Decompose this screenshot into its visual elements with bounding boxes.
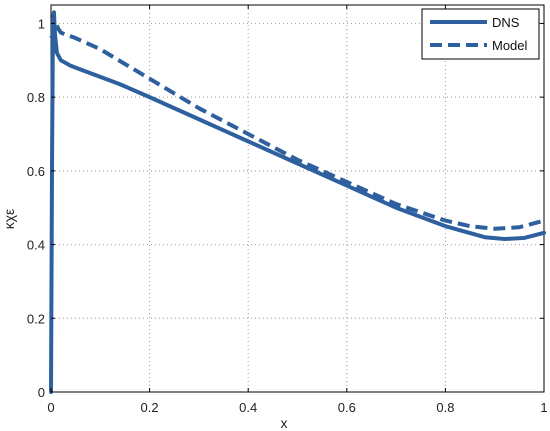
x-tick-label: 0.4 [239,400,257,415]
y-tick-label: 0.6 [27,164,45,179]
grid-lines [51,5,544,392]
y-axis-ticks: 0 0.2 0.4 0.6 0.8 1 [27,16,544,400]
y-tick-label: 0.8 [27,90,45,105]
x-axis-label: x [281,415,288,431]
x-tick-label: 0.2 [141,400,159,415]
legend-label-dns: DNS [492,15,520,30]
x-tick-label: 0 [47,400,54,415]
plot-area [50,4,545,393]
y-tick-label: 0.4 [27,238,45,253]
x-axis-ticks: 0 0.2 0.4 0.6 0.8 1 [47,5,548,415]
y-tick-label: 0.2 [27,311,45,326]
legend: DNS Model [421,8,540,60]
series-line-model [49,21,545,231]
legend-label-model: Model [492,38,528,53]
x-tick-label: 0.6 [338,400,356,415]
y-tick-label: 0 [38,385,45,400]
x-tick-label: 0.8 [436,400,454,415]
legend-box [421,8,540,60]
y-axis-label: κχε [1,209,17,230]
x-tick-label: 1 [540,400,547,415]
y-tick-label: 1 [38,16,45,31]
